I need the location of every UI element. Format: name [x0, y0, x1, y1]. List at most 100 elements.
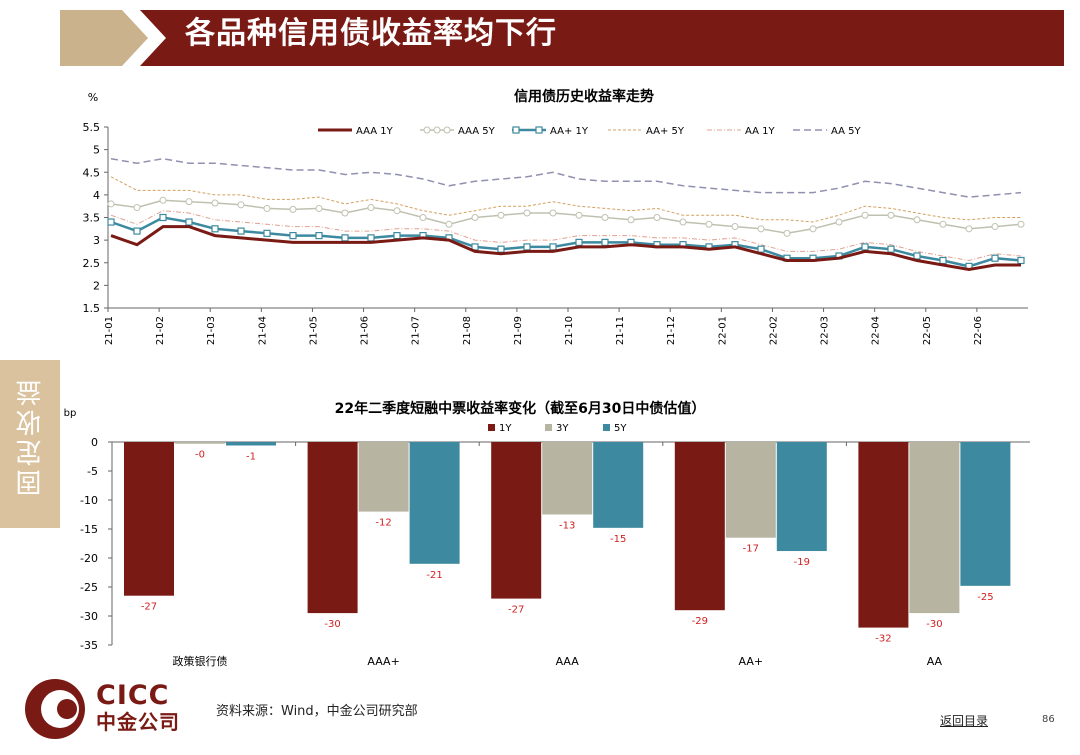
line-point-aaa-5y — [939, 220, 947, 228]
line-series-aaa-5y — [110, 199, 1022, 235]
line-chart-series — [107, 157, 1025, 272]
bar-legend-label-5y: 5Y — [614, 423, 627, 434]
legend-label-aa-5y: AA 5Y — [831, 126, 862, 137]
line-point-aaa-5y — [107, 200, 115, 208]
line-point-aap-1y — [341, 234, 349, 242]
line-chart-x-tick-label: 22-06 — [973, 316, 984, 345]
line-point-aap-1y — [861, 243, 869, 251]
bar-1y — [124, 442, 174, 596]
line-chart-x-tick-label: 21-02 — [155, 316, 166, 345]
line-chart-y-unit: % — [88, 91, 98, 104]
line-point-aaa-5y — [627, 216, 635, 224]
bar-chart-y-tick-label: -15 — [80, 523, 98, 536]
bar-data-label: -27 — [508, 605, 524, 616]
bar-chart-y-tick-label: -25 — [80, 581, 98, 594]
legend-label-aap-1y: AA+ 1Y — [550, 126, 589, 137]
line-point-aaa-5y — [861, 211, 869, 219]
line-series-aa-5y — [110, 157, 1022, 198]
line-point-aaa-5y — [237, 201, 245, 209]
bar-legend-swatch-5y — [603, 424, 610, 431]
line-chart-y-tick-label: 5 — [93, 144, 100, 157]
bar-data-label: -1 — [246, 451, 256, 462]
line-point-aaa-5y — [705, 220, 713, 228]
line-point-aap-1y — [523, 243, 531, 251]
bar-data-label: -21 — [426, 570, 442, 581]
bar-legend-label-1y: 1Y — [499, 423, 512, 434]
legend-label-aaa-1y: AAA 1Y — [356, 126, 394, 137]
back-to-contents-link[interactable]: 返回目录 — [940, 714, 989, 728]
bar-chart-y-tick-label: -5 — [87, 465, 98, 478]
line-chart-x-tick-label: 22-04 — [871, 316, 882, 345]
bar-5y — [593, 442, 644, 528]
logo-text-en: CICC — [96, 680, 170, 711]
bar-chart-axes: 0 -5 -10 -15 -20 -25 -30 -35 政策银行债 AAA+ AAA AA+ AA — [80, 436, 1030, 668]
line-point-aap-1y — [497, 245, 505, 253]
line-chart-x-tick-label: 21-09 — [513, 316, 524, 345]
bar-3y — [542, 442, 593, 515]
bar-data-label: -13 — [559, 521, 575, 532]
line-chart-title: 信用债历史收益率走势 — [514, 88, 654, 105]
line-point-aaa-5y — [991, 223, 999, 231]
line-point-aap-1y — [757, 245, 765, 253]
line-chart-x-tick-label: 22-01 — [717, 316, 728, 345]
side-tab — [0, 360, 60, 528]
line-chart-axes: 1.5 2 2.5 3 3.5 4 4.5 5 5.5 21-01 21-02 21-03 21-04 2… — [83, 121, 1028, 345]
line-point-aap-1y — [237, 227, 245, 235]
line-point-aaa-5y — [445, 220, 453, 228]
bar-chart-category-label: AA — [927, 655, 943, 668]
line-point-aap-1y — [1017, 256, 1025, 265]
bar-data-label: -0 — [195, 450, 205, 461]
line-chart: 信用债历史收益率走势 % AAA 1Y AAA 5Y AA+ 1Y AA+ 5Y AA … — [83, 88, 1028, 345]
line-point-aaa-5y — [211, 199, 219, 207]
bar-5y — [226, 442, 276, 446]
line-chart-legend: AAA 1Y AAA 5Y AA+ 1Y AA+ 5Y AA 1Y AA 5Y — [318, 126, 862, 137]
line-chart-y-tick-label: 3.5 — [83, 212, 101, 225]
bar-5y — [776, 442, 827, 552]
bar-data-label: -32 — [875, 634, 891, 645]
bar-chart-y-tick-label: -30 — [80, 610, 98, 623]
line-point-aap-1y — [315, 232, 323, 240]
line-point-aap-1y — [107, 218, 115, 226]
line-point-aap-1y — [991, 254, 999, 262]
bar-chart: 22年二季度短融中票收益率变化（截至6月30日中债估值） bp 1Y 3Y 5Y 0… — [64, 400, 1030, 668]
bar-1y — [491, 442, 542, 599]
line-chart-y-tick-label: 4 — [93, 189, 100, 202]
line-point-aaa-5y — [679, 218, 687, 226]
line-chart-x-tick-label: 21-12 — [666, 316, 677, 345]
bar-5y — [960, 442, 1011, 586]
bar-chart-y-tick-label: -10 — [80, 494, 98, 507]
line-chart-y-tick-label: 2 — [93, 279, 100, 292]
line-series-aap-1y — [110, 216, 1022, 268]
legend-marker-aap-1y — [535, 126, 543, 134]
bar-chart-category-label: AA+ — [739, 655, 764, 668]
line-point-aaa-5y — [601, 214, 609, 221]
line-chart-x-tick-label: 21-04 — [257, 316, 268, 345]
line-series-aa-1y — [110, 210, 1022, 262]
bar-3y — [358, 442, 409, 512]
bar-data-label: -25 — [977, 592, 993, 603]
bar-3y — [725, 442, 776, 538]
line-chart-x-tick-label: 21-01 — [104, 316, 115, 345]
page-number: 86 — [1042, 714, 1055, 725]
line-chart-y-tick-label: 5.5 — [83, 121, 101, 134]
bar-data-label: -30 — [926, 619, 942, 630]
bar-legend-swatch-1y — [488, 424, 495, 431]
bar-legend-swatch-3y — [545, 424, 552, 431]
line-point-aaa-5y — [159, 196, 167, 204]
line-point-aaa-5y — [731, 223, 739, 231]
line-chart-x-tick-label: 22-03 — [820, 316, 831, 345]
line-point-aap-1y — [913, 252, 921, 260]
line-point-aap-1y — [393, 232, 401, 240]
legend-label-aaa-5y: AAA 5Y — [458, 126, 496, 137]
line-point-aaa-5y — [575, 211, 583, 219]
line-point-aaa-5y — [965, 225, 973, 233]
line-chart-x-tick-label: 21-06 — [360, 316, 371, 345]
bar-chart-legend: 1Y 3Y 5Y — [488, 423, 627, 434]
line-chart-y-tick-label: 3 — [93, 234, 100, 247]
legend-marker-aaa-5y — [423, 126, 431, 134]
bar-chart-category-label: 政策银行债 — [173, 654, 228, 668]
line-point-aaa-5y — [887, 211, 895, 219]
header-banner — [60, 10, 1064, 66]
line-point-aap-1y — [289, 232, 297, 240]
line-chart-x-tick-label: 21-07 — [411, 316, 422, 345]
